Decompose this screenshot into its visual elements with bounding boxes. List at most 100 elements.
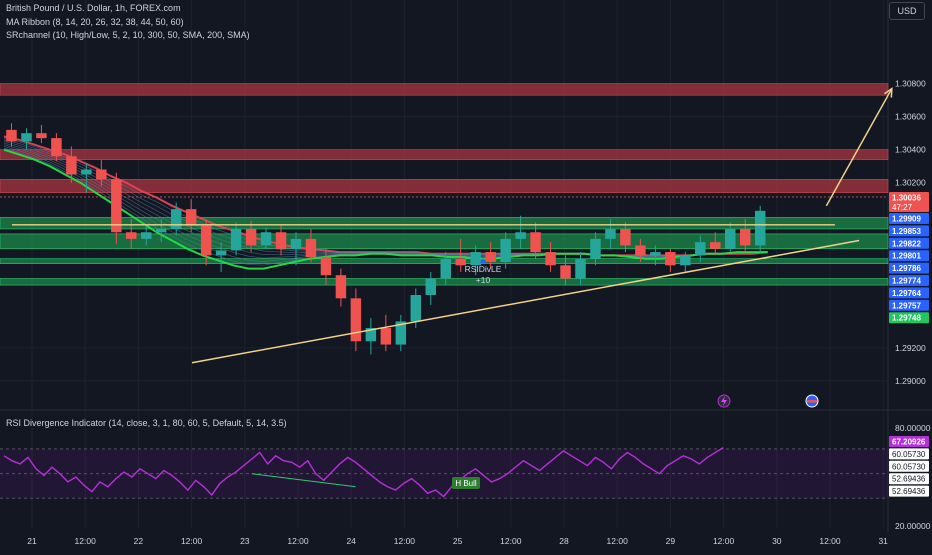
price-label-text: 1.29801 — [892, 252, 921, 261]
candle-body[interactable] — [365, 328, 377, 342]
time-tick-label: 22 — [134, 536, 144, 546]
candle-body[interactable] — [200, 225, 212, 256]
time-tick-label: 25 — [453, 536, 463, 546]
time-tick-label: 28 — [559, 536, 569, 546]
divergence-line — [251, 473, 356, 488]
rsi-value-text: 60.05730 — [892, 450, 926, 459]
candle-body[interactable] — [350, 298, 362, 342]
ascending-trendline[interactable] — [191, 239, 860, 364]
support-zone — [0, 233, 889, 250]
price-label-tag — [889, 213, 929, 224]
price-tick-label: 1.30800 — [895, 79, 926, 89]
candle-body[interactable] — [215, 250, 227, 256]
candle-body[interactable] — [155, 228, 167, 233]
candle-body[interactable] — [515, 232, 526, 239]
rsi-line[interactable] — [3, 447, 724, 498]
rsi-legend[interactable]: RSI Divergence Indicator (14, close, 3, … — [6, 418, 287, 428]
price-tick-label: 1.30400 — [895, 145, 926, 155]
support-zone — [0, 278, 889, 286]
candle-body[interactable] — [605, 228, 616, 239]
candle-body[interactable] — [739, 228, 751, 246]
price-tick-label: 1.29000 — [895, 376, 926, 386]
candle-body[interactable] — [650, 252, 661, 256]
drawings[interactable] — [0, 87, 893, 364]
candle-body[interactable] — [754, 210, 766, 246]
resistance-zone — [0, 149, 889, 160]
candle-body[interactable] — [560, 265, 571, 279]
symbol-title[interactable]: British Pound / U.S. Dollar, 1h, FOREX.c… — [6, 3, 181, 13]
resistance-zone — [0, 83, 889, 96]
candle-body[interactable] — [545, 252, 556, 266]
candle-body[interactable] — [66, 156, 77, 175]
candle-body[interactable] — [141, 232, 152, 239]
candle-body[interactable] — [21, 133, 32, 142]
time-tick-label: 12:00 — [607, 536, 629, 546]
projection-arrow[interactable] — [825, 88, 893, 207]
time-tick-label: 12:00 — [181, 536, 203, 546]
candle-body[interactable] — [260, 232, 272, 246]
candle-body[interactable] — [170, 209, 182, 229]
price-label-text: 1.29757 — [892, 301, 921, 310]
time-tick-label: 12:00 — [394, 536, 416, 546]
candle-body[interactable] — [710, 242, 721, 249]
candle-body[interactable] — [620, 228, 631, 246]
price-label-tag — [889, 275, 929, 286]
candle-body[interactable] — [575, 258, 586, 279]
price-label-text: 1.29748 — [892, 314, 921, 323]
candle-body[interactable] — [126, 232, 137, 239]
candle-body[interactable] — [440, 258, 451, 279]
price-label-tag — [889, 287, 929, 299]
candle-body[interactable] — [275, 232, 287, 249]
candle-body[interactable] — [245, 228, 257, 246]
rsi-tick-label: 80.00000 — [895, 423, 931, 433]
candle-body[interactable] — [111, 179, 122, 233]
candle-body[interactable] — [51, 138, 62, 157]
arrow-head-icon — [884, 87, 893, 98]
candle-body[interactable] — [335, 275, 347, 299]
candle-body[interactable] — [590, 238, 601, 259]
price-label-tag — [889, 225, 929, 237]
rsi-pane[interactable]: H Bull — [0, 447, 888, 499]
candle-body[interactable] — [320, 257, 332, 276]
price-label-tag — [889, 312, 929, 324]
candle-body[interactable] — [290, 238, 302, 249]
candle-body[interactable] — [725, 228, 736, 249]
srchannel-legend[interactable]: SRchannel (10, High/Low, 5, 2, 10, 300, … — [6, 30, 250, 40]
currency-button[interactable]: USD — [889, 2, 925, 20]
candle-body[interactable] — [485, 252, 496, 262]
candle-body[interactable] — [455, 258, 466, 266]
rsi-value-tag — [889, 460, 929, 472]
price-label-text: 1.29786 — [892, 264, 921, 273]
candle-body[interactable] — [665, 252, 676, 266]
price-tick-label: 1.30600 — [895, 112, 926, 122]
candle-body[interactable] — [96, 169, 107, 180]
candle-body[interactable] — [380, 328, 392, 345]
candles[interactable] — [6, 123, 766, 355]
candle-body[interactable] — [680, 255, 691, 266]
ma-ribbon-legend[interactable]: MA Ribbon (8, 14, 20, 26, 32, 38, 44, 50… — [6, 17, 184, 27]
signal-label: RSIDivLE — [465, 264, 502, 274]
candle-body[interactable] — [395, 321, 407, 345]
candle-body[interactable] — [470, 252, 481, 266]
candle-body[interactable] — [425, 278, 437, 296]
price-label-text: 1.29822 — [892, 239, 921, 248]
candle-body[interactable] — [695, 242, 706, 256]
candle-body[interactable] — [36, 133, 47, 139]
price-label-text: 1.29774 — [892, 277, 921, 286]
candle-body[interactable] — [500, 238, 511, 262]
candle-body[interactable] — [635, 245, 646, 256]
candle-body[interactable] — [81, 169, 92, 175]
price-label-text: 1.29909 — [892, 215, 921, 224]
candle-body[interactable] — [305, 238, 317, 258]
candle-body[interactable] — [6, 129, 17, 142]
candle-body[interactable] — [530, 232, 541, 253]
candle-body[interactable] — [230, 228, 242, 251]
divergence-badge — [452, 477, 480, 489]
candle-body[interactable] — [410, 295, 422, 322]
rsi-value-tag — [889, 485, 929, 497]
price-label-text: 1.29853 — [892, 227, 921, 236]
candle-body[interactable] — [185, 209, 197, 226]
time-tick-label: 12:00 — [500, 536, 522, 546]
